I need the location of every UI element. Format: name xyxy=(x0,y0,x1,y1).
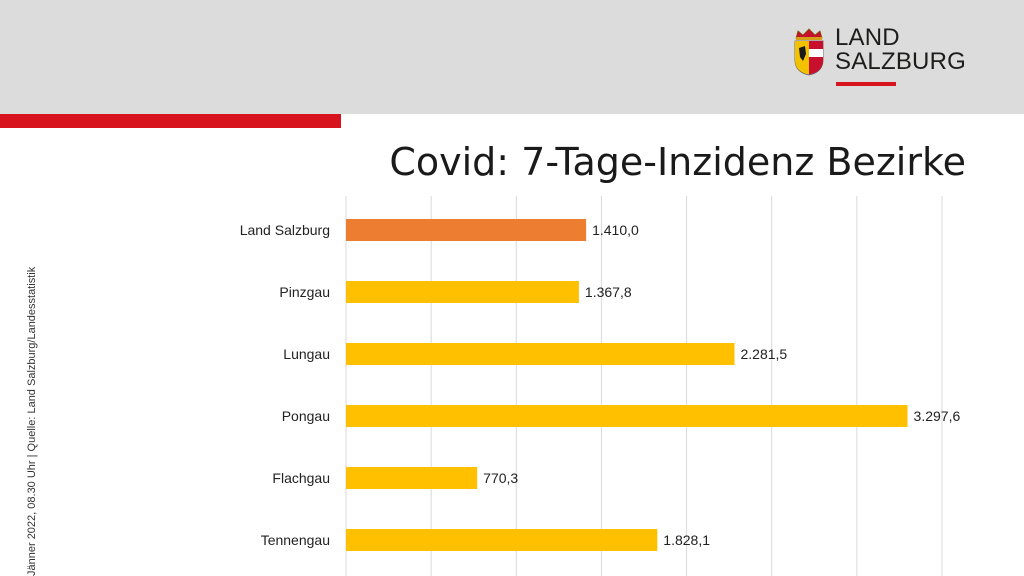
bar-pinzgau xyxy=(346,281,579,303)
logo-line1: LAND xyxy=(835,24,900,51)
category-label: Pongau xyxy=(282,408,330,424)
bar-lungau xyxy=(346,343,735,365)
value-label: 770,3 xyxy=(483,470,518,486)
bar-flachgau xyxy=(346,467,478,489)
bar-pongau xyxy=(346,405,908,427)
value-label: 1.367,8 xyxy=(585,284,632,300)
category-label: Lungau xyxy=(283,346,330,362)
category-label: Pinzgau xyxy=(279,284,330,300)
header-band xyxy=(0,0,1024,114)
chart-title: Covid: 7-Tage-Inzidenz Bezirke xyxy=(389,140,966,184)
land-salzburg-logo: LAND SALZBURG xyxy=(792,24,982,90)
category-label: Land Salzburg xyxy=(240,222,330,238)
value-label: 1.410,0 xyxy=(592,222,639,238)
coat-of-arms-icon xyxy=(794,28,824,76)
logo-underline xyxy=(836,82,896,86)
logo-text: LAND SALZBURG xyxy=(835,26,966,74)
bar-land-salzburg xyxy=(346,219,587,241)
bar-tennengau xyxy=(346,529,658,551)
accent-stripe xyxy=(0,114,341,128)
category-label: Tennengau xyxy=(261,532,330,548)
logo-line2: SALZBURG xyxy=(835,48,966,75)
value-label: 1.828,1 xyxy=(663,532,710,548)
category-label: Flachgau xyxy=(272,470,330,486)
value-label: 3.297,6 xyxy=(914,408,961,424)
value-label: 2.281,5 xyxy=(741,346,788,362)
